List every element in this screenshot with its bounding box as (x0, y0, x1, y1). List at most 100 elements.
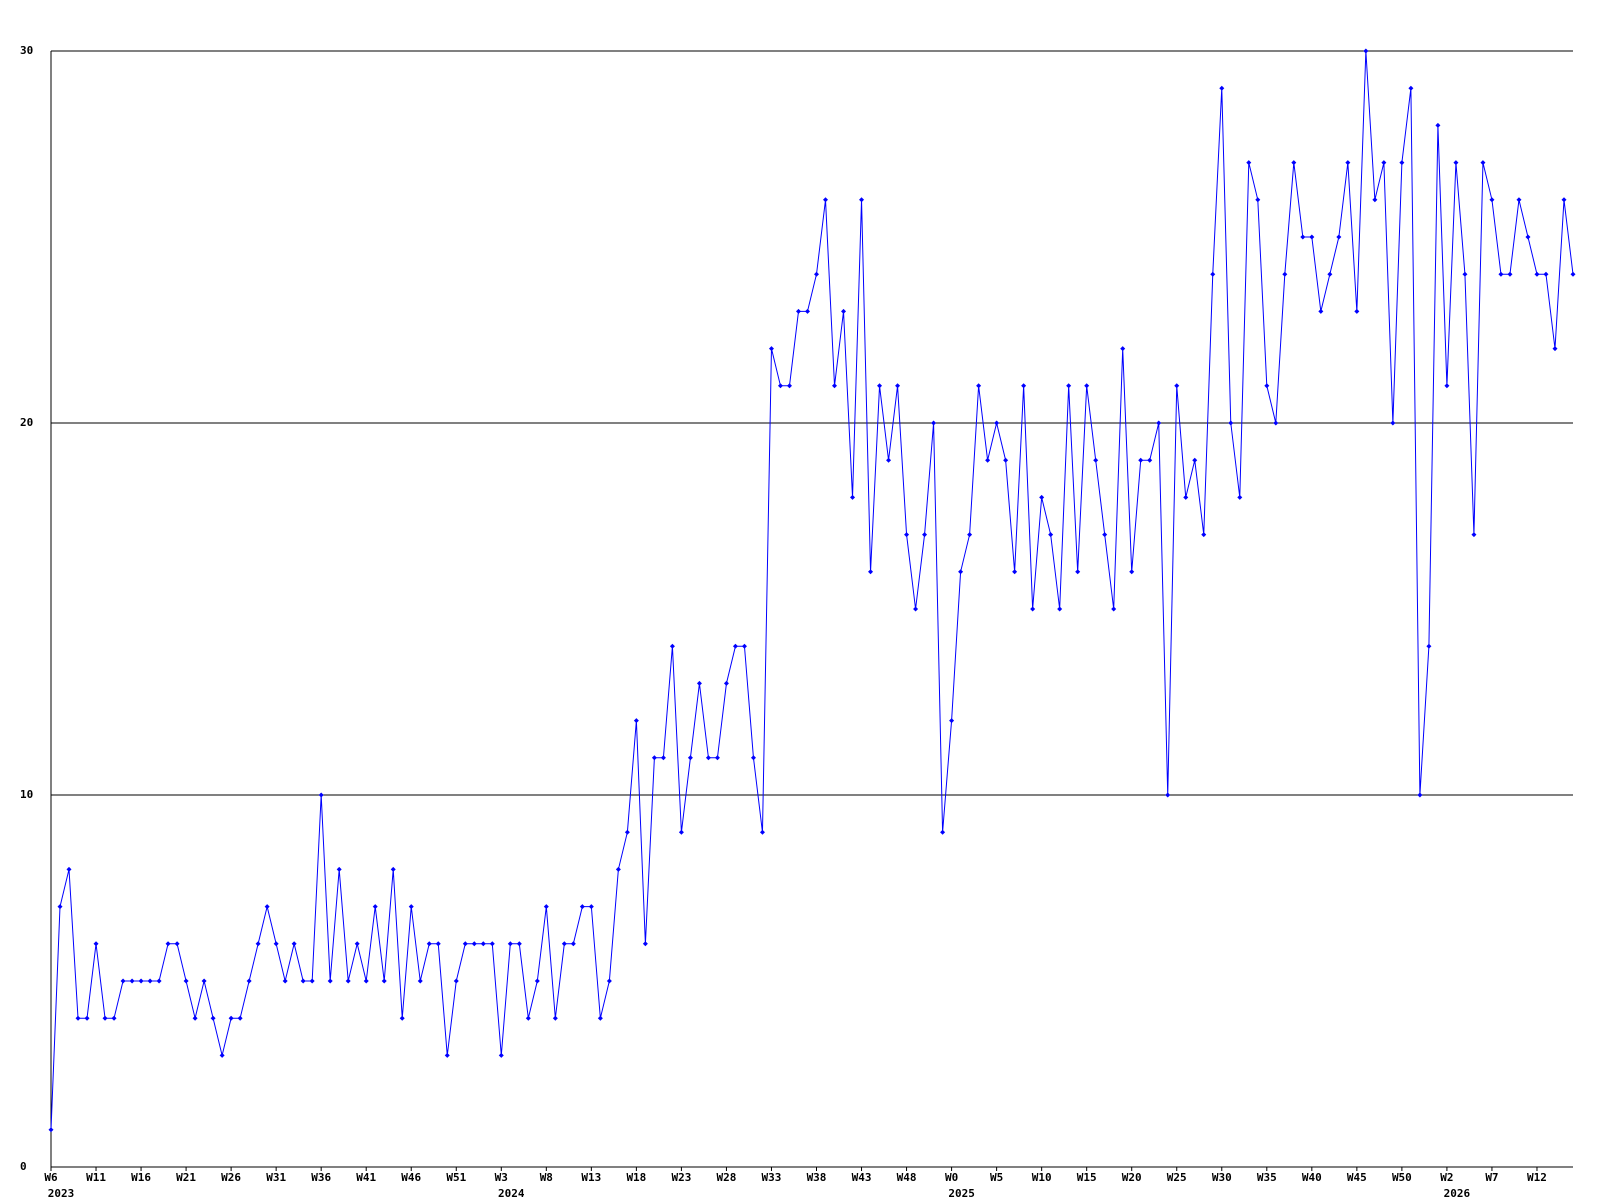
x-tick-label: W13 (581, 1171, 601, 1184)
data-point (1273, 420, 1279, 426)
data-point (273, 941, 279, 947)
data-point (1426, 643, 1432, 649)
data-point (1534, 271, 1540, 277)
data-point (237, 1015, 243, 1021)
data-point (606, 978, 612, 984)
data-point (1003, 457, 1009, 463)
year-label: 2024 (498, 1187, 525, 1200)
data-point (570, 941, 576, 947)
data-point (768, 346, 774, 352)
x-tick-label: W46 (401, 1171, 421, 1184)
data-point (165, 941, 171, 947)
data-point (57, 904, 63, 910)
data-point (877, 383, 883, 389)
data-point (750, 755, 756, 761)
x-tick-label: W7 (1485, 1171, 1498, 1184)
x-tick-label: W3 (495, 1171, 508, 1184)
x-tick-label: W31 (266, 1171, 286, 1184)
x-tick-label: W18 (626, 1171, 646, 1184)
data-point (1075, 569, 1081, 575)
data-point (931, 420, 937, 426)
data-point (1462, 271, 1468, 277)
data-point (660, 755, 666, 761)
x-tick-label: W45 (1347, 1171, 1367, 1184)
data-point (651, 755, 657, 761)
data-point (453, 978, 459, 984)
data-point (615, 866, 621, 872)
data-point (192, 1015, 198, 1021)
x-tick-label: W40 (1302, 1171, 1322, 1184)
data-point (868, 569, 874, 575)
y-tick-label: 30 (20, 44, 33, 57)
data-point (516, 941, 522, 947)
data-point (1435, 122, 1441, 128)
data-point (408, 904, 414, 910)
data-point (1507, 271, 1513, 277)
data-point (264, 904, 270, 910)
x-tick-label: W6 (44, 1171, 58, 1184)
data-point (1291, 160, 1297, 166)
data-point (93, 941, 99, 947)
data-point (156, 978, 162, 984)
x-tick-label: W10 (1032, 1171, 1052, 1184)
data-point (967, 532, 973, 538)
data-point (1372, 197, 1378, 203)
data-point (759, 829, 765, 835)
data-point (597, 1015, 603, 1021)
x-tick-label: W16 (131, 1171, 151, 1184)
year-label: 2026 (1444, 1187, 1471, 1200)
data-point (1543, 271, 1549, 277)
data-point (390, 866, 396, 872)
data-point (678, 829, 684, 835)
data-point (669, 643, 675, 649)
data-point (75, 1015, 81, 1021)
data-point (1147, 457, 1153, 463)
data-point (1516, 197, 1522, 203)
year-label: 2025 (948, 1187, 975, 1200)
data-point (1525, 234, 1531, 240)
data-point (786, 383, 792, 389)
x-tick-label: W28 (717, 1171, 737, 1184)
x-tick-label: W26 (221, 1171, 241, 1184)
data-point (985, 457, 991, 463)
data-point (309, 978, 315, 984)
data-point (1327, 271, 1333, 277)
data-point (832, 383, 838, 389)
data-point (1084, 383, 1090, 389)
data-point (120, 978, 126, 984)
x-tick-label: W41 (356, 1171, 376, 1184)
data-point (741, 643, 747, 649)
x-tick-label: W23 (671, 1171, 691, 1184)
data-point (814, 271, 820, 277)
data-point (1201, 532, 1207, 538)
data-point (949, 718, 955, 724)
data-point (1498, 271, 1504, 277)
data-point (1021, 383, 1027, 389)
data-point (228, 1015, 234, 1021)
data-point (1183, 494, 1189, 500)
data-point (588, 904, 594, 910)
data-point (859, 197, 865, 203)
data-point (687, 755, 693, 761)
data-point (462, 941, 468, 947)
data-point (1480, 160, 1486, 166)
data-point (354, 941, 360, 947)
x-tick-label: W35 (1257, 1171, 1277, 1184)
data-point (1408, 85, 1414, 91)
data-point (1102, 532, 1108, 538)
data-point (1309, 234, 1315, 240)
data-point (507, 941, 513, 947)
data-point (714, 755, 720, 761)
data-point (1489, 197, 1495, 203)
data-point (1210, 271, 1216, 277)
x-tick-label: W11 (86, 1171, 106, 1184)
data-point (543, 904, 549, 910)
data-point (1354, 308, 1360, 314)
data-point (579, 904, 585, 910)
data-point (795, 308, 801, 314)
data-point (1381, 160, 1387, 166)
data-point (1237, 494, 1243, 500)
x-tick-label: W36 (311, 1171, 331, 1184)
data-point (1336, 234, 1342, 240)
